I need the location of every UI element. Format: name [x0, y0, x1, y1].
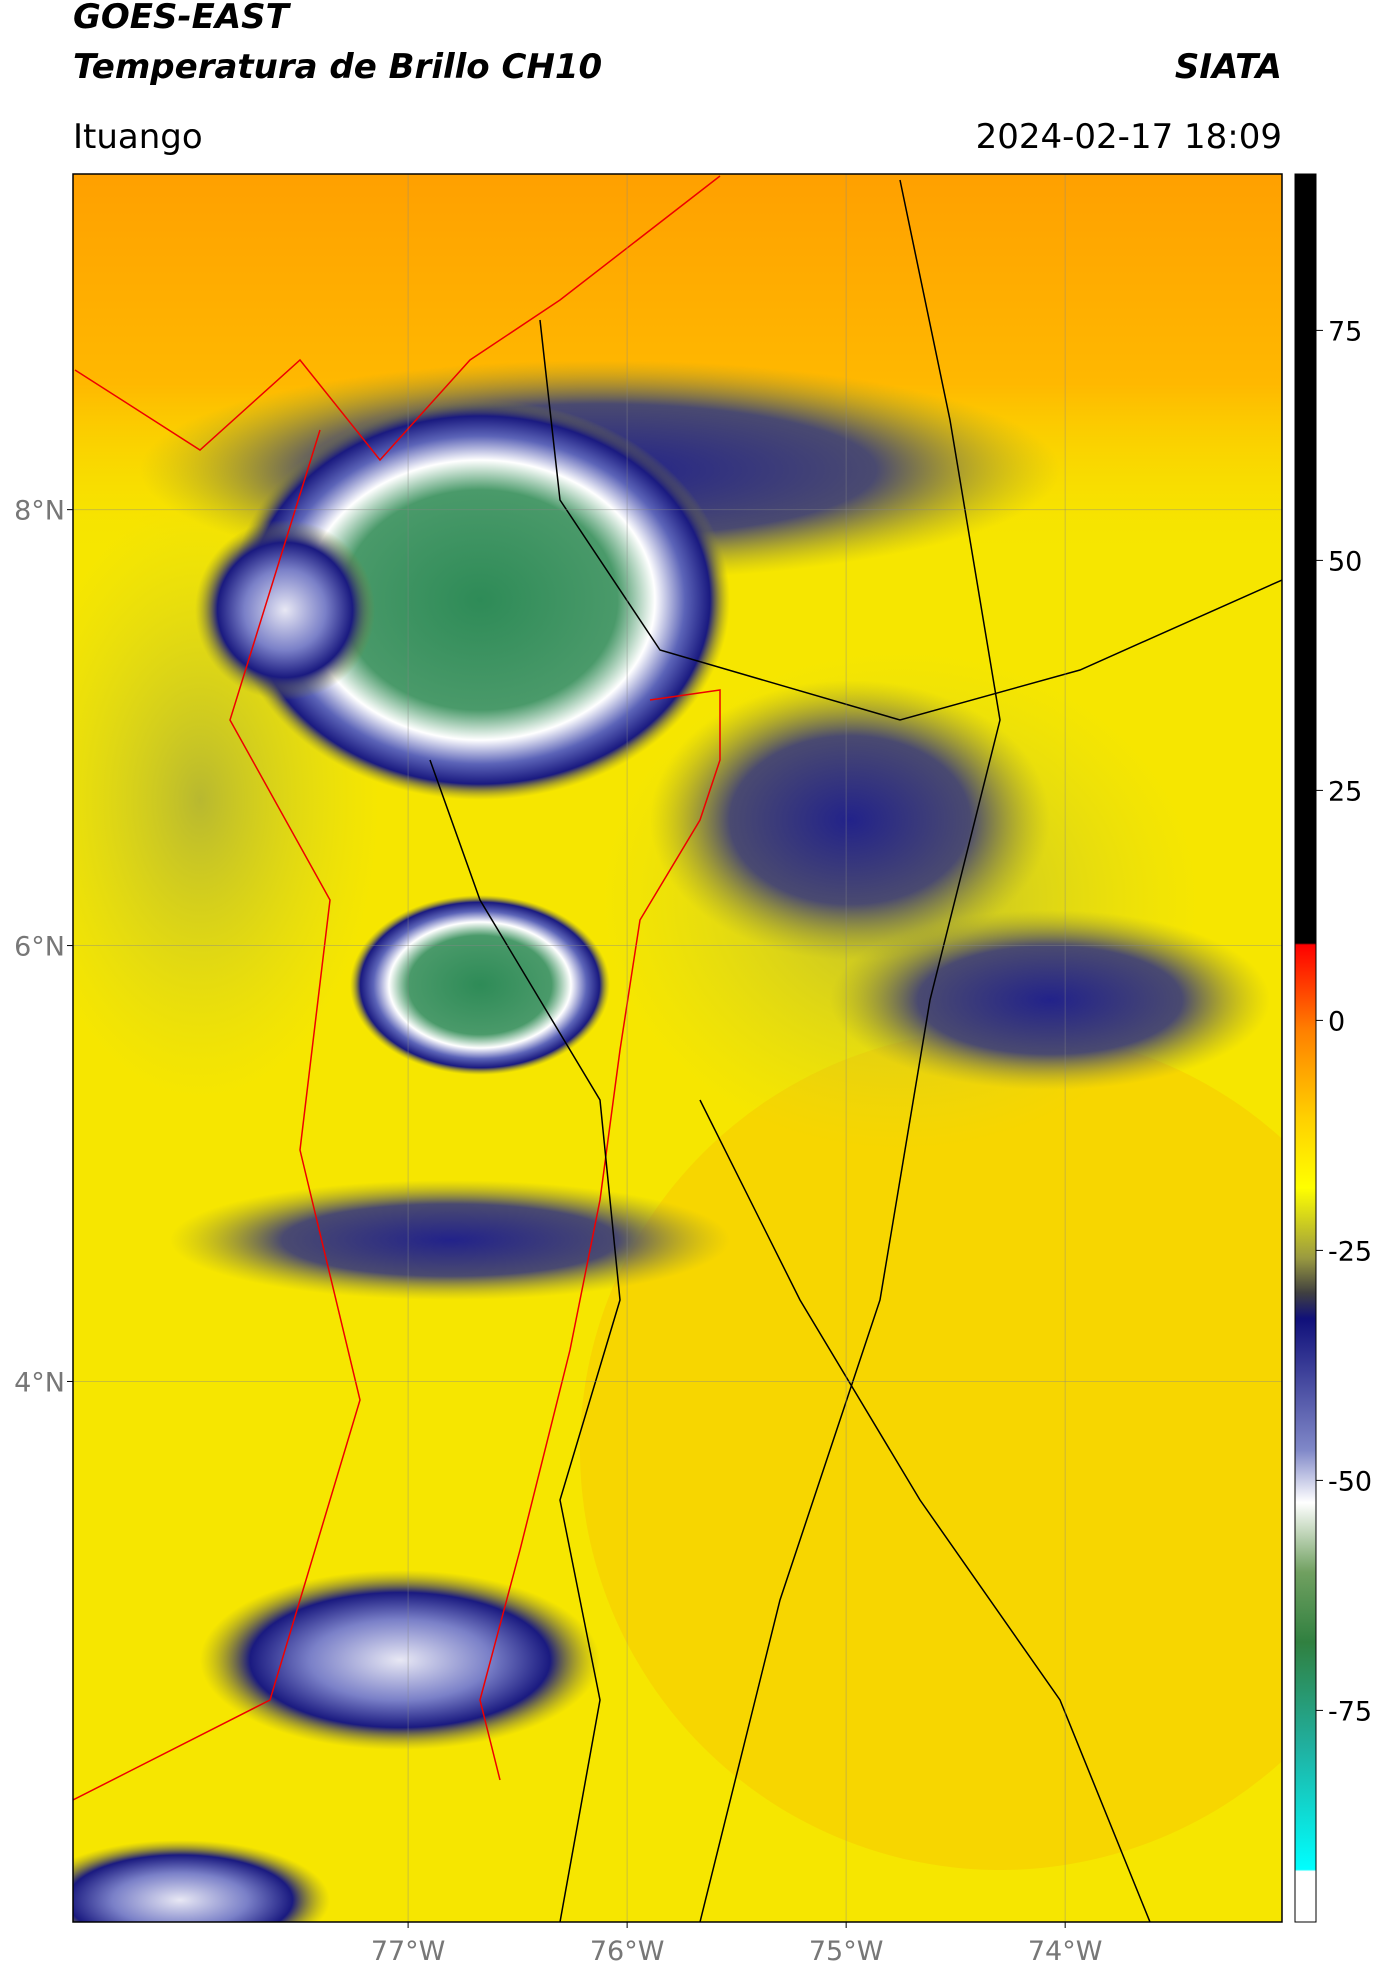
- lon-label: 77°W: [371, 1936, 446, 1967]
- location: Ituango: [73, 117, 203, 157]
- colorbar-label: -75: [1328, 1696, 1372, 1727]
- lon-label: 76°W: [590, 1936, 665, 1967]
- lon-label: 75°W: [809, 1936, 884, 1967]
- map-axes: 8°N 6°N 4°N 77°W 76°W 75°W 74°W: [14, 174, 1282, 1967]
- subtitle: Temperatura de Brillo CH10: [73, 47, 602, 87]
- colorbar-label: -50: [1328, 1466, 1372, 1497]
- brand: SIATA: [1175, 47, 1282, 87]
- lat-label: 4°N: [14, 1367, 65, 1398]
- colorbar-label: 75: [1328, 316, 1362, 347]
- colorbar-label: -25: [1328, 1236, 1372, 1267]
- title: GOES-EAST: [73, 0, 292, 37]
- colorbar-label: 50: [1328, 546, 1362, 577]
- datetime: 2024-02-17 18:09: [976, 117, 1282, 157]
- lat-label: 6°N: [14, 932, 65, 963]
- lon-label: 74°W: [1028, 1936, 1103, 1967]
- colorbar-label: 0: [1328, 1006, 1345, 1037]
- lat-label: 8°N: [14, 496, 65, 527]
- colorbar: [1294, 173, 1317, 1923]
- map-frame: [72, 173, 1283, 1923]
- satellite-image: [73, 174, 1282, 1922]
- colorbar-axis: 75 50 25 0 -25 -50 -75: [1316, 316, 1372, 1727]
- colorbar-label: 25: [1328, 776, 1362, 807]
